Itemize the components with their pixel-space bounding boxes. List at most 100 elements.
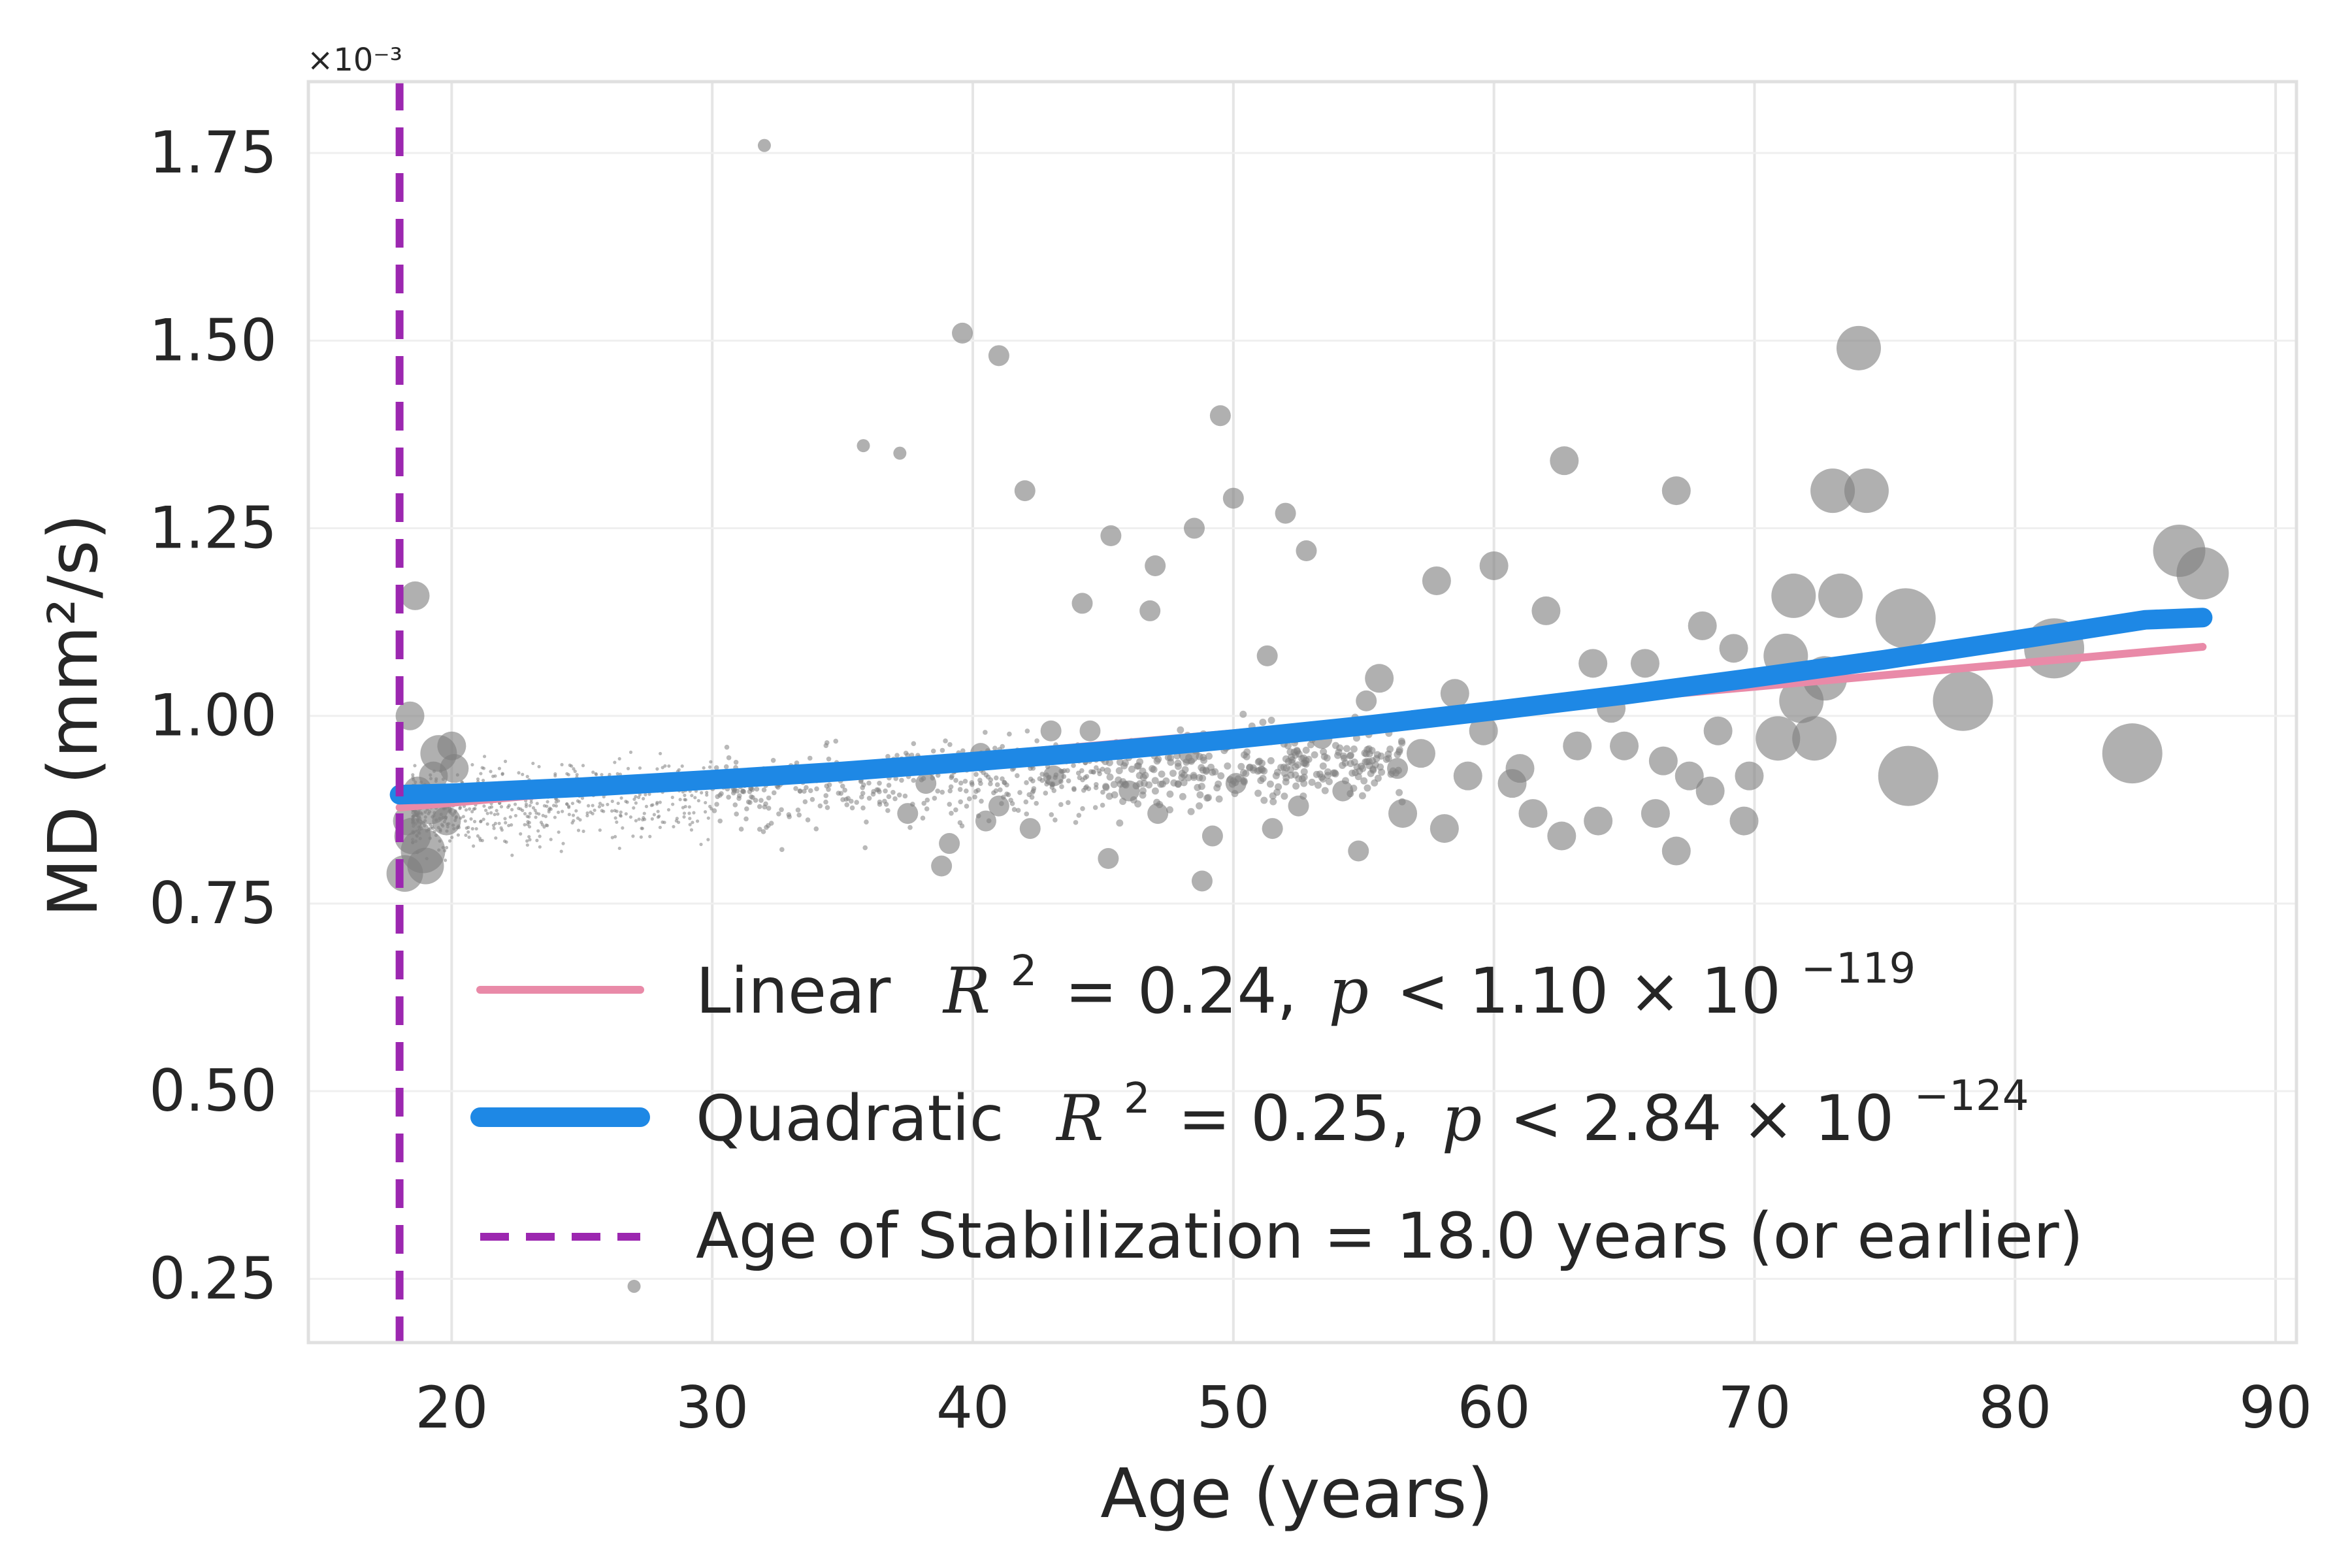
data-point xyxy=(802,799,808,804)
data-point xyxy=(826,782,832,788)
data-point xyxy=(1729,806,1759,836)
y-scale-label: ×10⁻³ xyxy=(307,42,402,78)
data-point xyxy=(400,581,430,610)
data-point xyxy=(1177,726,1184,734)
data-point xyxy=(741,789,747,794)
data-point xyxy=(753,798,759,803)
data-point xyxy=(494,836,498,840)
data-point xyxy=(1505,754,1535,783)
data-point xyxy=(690,794,694,798)
data-point xyxy=(1771,573,1816,618)
data-point xyxy=(1215,795,1223,803)
data-point xyxy=(759,798,764,803)
data-point xyxy=(1321,787,1329,794)
data-point xyxy=(962,779,968,784)
data-point xyxy=(1294,761,1302,769)
data-point xyxy=(886,794,892,800)
legend-quadratic-r: R xyxy=(1055,1082,1103,1155)
data-point xyxy=(641,818,645,822)
data-point xyxy=(476,777,480,781)
data-point xyxy=(510,853,514,857)
data-point xyxy=(1314,781,1322,789)
data-point xyxy=(489,805,494,809)
data-point xyxy=(975,810,996,832)
data-point xyxy=(1292,782,1300,790)
data-point xyxy=(1378,768,1386,776)
data-point xyxy=(988,781,993,787)
data-point xyxy=(1209,405,1231,427)
data-point xyxy=(1009,801,1015,806)
data-point xyxy=(972,794,977,800)
data-point xyxy=(482,817,485,821)
data-point xyxy=(862,845,868,851)
data-point xyxy=(468,807,472,811)
data-point xyxy=(644,804,649,808)
data-point xyxy=(514,813,517,818)
data-point xyxy=(1648,746,1678,776)
data-point xyxy=(639,835,643,839)
data-point xyxy=(1359,764,1367,772)
data-point xyxy=(1100,789,1105,795)
legend-quadratic-label: Quadratic R 2 = 0.25, p < 2.84 × 10 −124 xyxy=(696,1054,2029,1155)
data-point xyxy=(528,804,532,808)
data-point xyxy=(764,825,769,830)
data-point xyxy=(1199,774,1207,782)
data-point xyxy=(1298,775,1306,783)
x-tick-label: 90 xyxy=(2239,1374,2312,1441)
data-point xyxy=(576,828,581,832)
data-point xyxy=(594,772,598,776)
data-point xyxy=(693,796,697,800)
data-point xyxy=(1288,795,1309,817)
data-point xyxy=(659,751,662,756)
data-point xyxy=(877,780,882,786)
y-axis-title: MD (mm²/s) xyxy=(33,514,113,917)
data-point xyxy=(627,1279,641,1293)
data-point xyxy=(1878,745,1938,806)
data-point xyxy=(762,804,768,809)
data-point xyxy=(496,812,500,816)
data-point xyxy=(610,836,614,840)
data-point xyxy=(1341,759,1349,767)
data-point xyxy=(688,823,692,826)
data-point xyxy=(998,787,1003,792)
data-point xyxy=(1201,825,1223,847)
data-point xyxy=(557,830,561,834)
data-point xyxy=(574,809,578,813)
data-point xyxy=(1237,762,1245,770)
data-point xyxy=(624,800,628,804)
data-point xyxy=(1343,745,1350,753)
data-point xyxy=(1051,788,1057,793)
data-point xyxy=(1071,786,1077,791)
data-point xyxy=(959,823,965,828)
data-point xyxy=(1288,759,1296,766)
data-point xyxy=(470,809,474,813)
data-point xyxy=(930,748,936,754)
data-point xyxy=(947,802,953,807)
data-point xyxy=(1081,787,1086,793)
data-point xyxy=(1180,779,1188,787)
data-point xyxy=(894,753,900,758)
data-point xyxy=(480,766,484,770)
data-point xyxy=(1094,781,1099,787)
data-point xyxy=(613,835,617,839)
data-point xyxy=(1187,808,1195,815)
data-point xyxy=(570,821,574,825)
data-point xyxy=(419,761,448,791)
data-point xyxy=(988,795,1009,817)
data-point xyxy=(443,858,448,862)
data-point xyxy=(738,826,744,832)
data-point xyxy=(793,786,798,791)
data-point xyxy=(591,770,595,774)
data-point xyxy=(600,803,605,808)
data-point xyxy=(677,768,681,772)
data-point xyxy=(542,825,546,829)
data-point xyxy=(658,800,662,804)
data-point xyxy=(640,826,644,830)
data-point xyxy=(1102,783,1110,791)
data-point xyxy=(637,795,641,800)
data-point xyxy=(723,764,729,770)
data-point xyxy=(485,811,489,815)
data-point xyxy=(672,825,676,828)
data-point xyxy=(1324,768,1331,776)
